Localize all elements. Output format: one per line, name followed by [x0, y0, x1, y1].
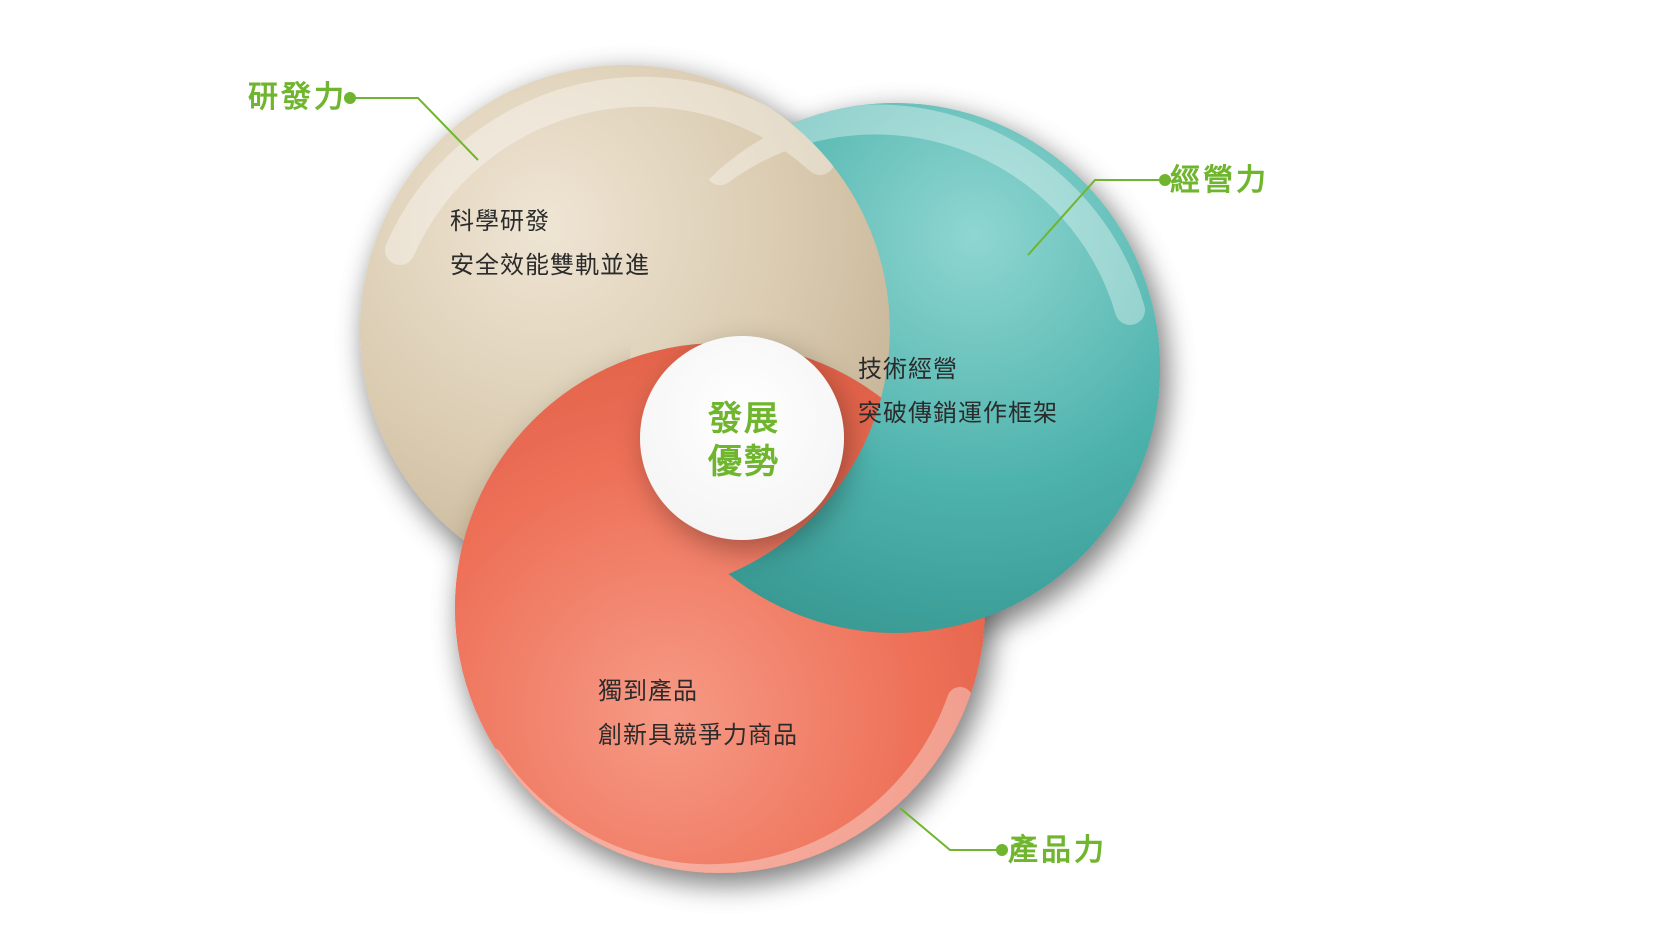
petal-product-line2: 創新具競爭力商品	[598, 722, 798, 749]
center-line1: 發展	[708, 400, 780, 438]
callout-dot-ops	[1160, 175, 1170, 185]
callout-label-ops: 經營力	[1170, 155, 1269, 199]
petal-rd-line1: 科學研發	[450, 208, 550, 235]
petal-ops-line2: 突破傳銷運作框架	[858, 400, 1058, 427]
callout-dot-product	[997, 845, 1007, 855]
petal-rd-body: 科學研發 安全效能雙軌並進	[450, 200, 650, 289]
petal-product-line1: 獨到產品	[598, 678, 698, 705]
petal-ops-line1: 技術經營	[858, 356, 958, 383]
petal-rd-line2: 安全效能雙軌並進	[450, 252, 650, 279]
petal-ops-body: 技術經營 突破傳銷運作框架	[858, 348, 1058, 437]
callout-label-product: 產品力	[1008, 825, 1107, 869]
callout-label-rd: 研發力	[248, 72, 347, 116]
center-line2: 優勢	[708, 443, 780, 481]
diagram-svg	[0, 0, 1662, 938]
center-label: 發展 優勢	[708, 398, 780, 483]
callout-line-product	[900, 808, 1002, 850]
venn-infographic: 發展 優勢 科學研發 安全效能雙軌並進 技術經營 突破傳銷運作框架 獨到產品 創…	[0, 0, 1662, 938]
petal-product-body: 獨到產品 創新具競爭力商品	[598, 670, 798, 759]
